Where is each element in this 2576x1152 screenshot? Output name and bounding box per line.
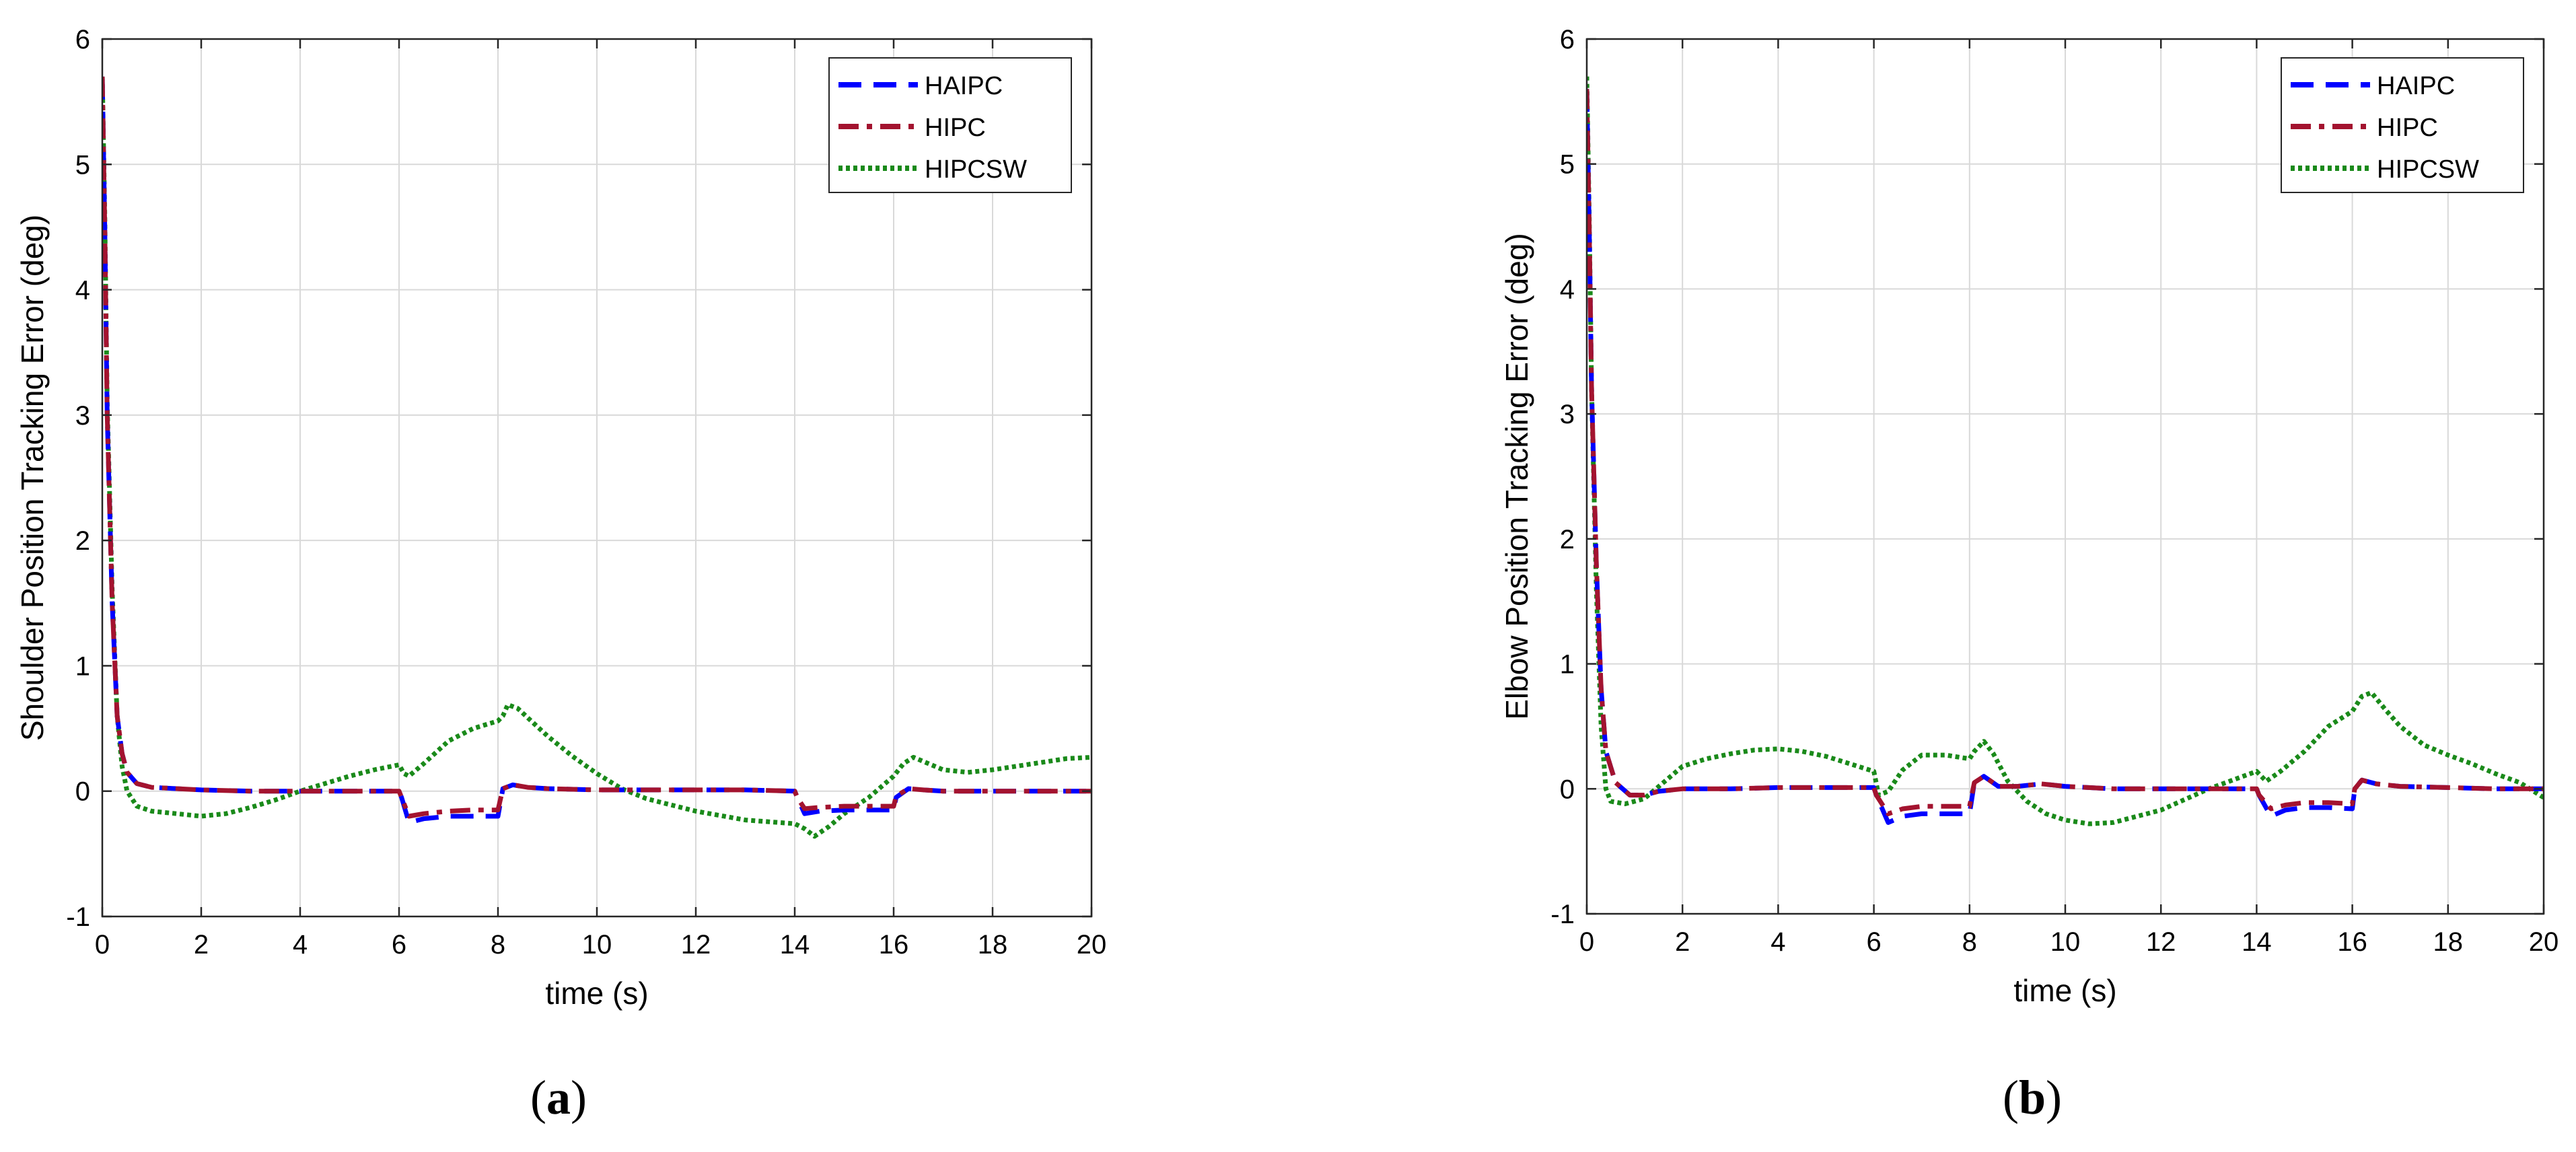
y-tick-label: 1: [75, 651, 90, 681]
y-tick-label: 2: [1560, 525, 1575, 554]
x-tick-label: 0: [95, 930, 110, 960]
x-tick-label: 0: [1579, 927, 1594, 957]
panel-letter: a: [546, 1071, 571, 1124]
y-axis-label: Elbow Position Tracking Error (deg): [1499, 233, 1534, 720]
x-tick-label: 16: [879, 930, 909, 960]
y-tick-label: 5: [75, 150, 90, 180]
legend-label-haipc: HAIPC: [925, 72, 1003, 100]
legend-label-hipcsw: HIPCSW: [2377, 155, 2479, 184]
x-tick-label: 6: [392, 930, 406, 960]
legend-label-hipcsw: HIPCSW: [925, 155, 1027, 184]
x-tick-label: 2: [194, 930, 209, 960]
series-line-hipc: [1587, 89, 2544, 816]
x-tick-label: 18: [978, 930, 1008, 960]
x-axis-label: time (s): [545, 976, 648, 1011]
x-tick-label: 12: [2146, 927, 2176, 957]
y-tick-label: 4: [1560, 275, 1575, 304]
y-tick-label: 6: [1560, 25, 1575, 55]
y-tick-label: 1: [1560, 650, 1575, 680]
legend-label-hipc: HIPC: [2377, 114, 2438, 142]
y-tick-label: 2: [75, 526, 90, 556]
x-tick-label: 6: [1866, 927, 1881, 957]
series-line-hipc: [102, 76, 1092, 819]
y-tick-label: -1: [1550, 900, 1575, 929]
y-tick-label: 6: [75, 25, 90, 55]
legend: HAIPC HIPC HIPCSW: [2281, 57, 2524, 193]
series-line-hipcsw: [102, 76, 1092, 839]
panel-caption: (a): [530, 1071, 587, 1124]
legend-label-haipc: HAIPC: [2377, 72, 2455, 100]
x-tick-label: 20: [2529, 927, 2559, 957]
y-axis-label: Shoulder Position Tracking Error (deg): [15, 215, 50, 741]
y-tick-label: 3: [75, 401, 90, 431]
legend-label-hipc: HIPC: [925, 114, 986, 142]
y-tick-label: 4: [75, 276, 90, 305]
x-tick-label: 2: [1675, 927, 1690, 957]
y-tick-label: 0: [1560, 775, 1575, 804]
x-tick-label: 4: [293, 930, 308, 960]
x-tick-label: 10: [582, 930, 612, 960]
x-tick-label: 20: [1077, 930, 1107, 960]
x-tick-label: 14: [2242, 927, 2272, 957]
x-axis-label: time (s): [2013, 973, 2116, 1008]
x-tick-label: 4: [1770, 927, 1785, 957]
y-tick-label: 3: [1560, 400, 1575, 429]
y-tick-label: 0: [75, 777, 90, 807]
panel-caption: (b): [2003, 1071, 2062, 1124]
x-tick-label: 8: [491, 930, 505, 960]
x-tick-label: 8: [1962, 927, 1977, 957]
x-tick-label: 10: [2050, 927, 2081, 957]
x-tick-label: 18: [2433, 927, 2464, 957]
x-tick-label: 12: [681, 930, 711, 960]
legend: HAIPC HIPC HIPCSW: [828, 57, 1072, 193]
x-tick-label: 14: [780, 930, 810, 960]
x-tick-label: 16: [2337, 927, 2367, 957]
y-tick-label: 5: [1560, 150, 1575, 180]
y-tick-label: -1: [66, 902, 90, 932]
panel-letter: b: [2019, 1071, 2046, 1124]
